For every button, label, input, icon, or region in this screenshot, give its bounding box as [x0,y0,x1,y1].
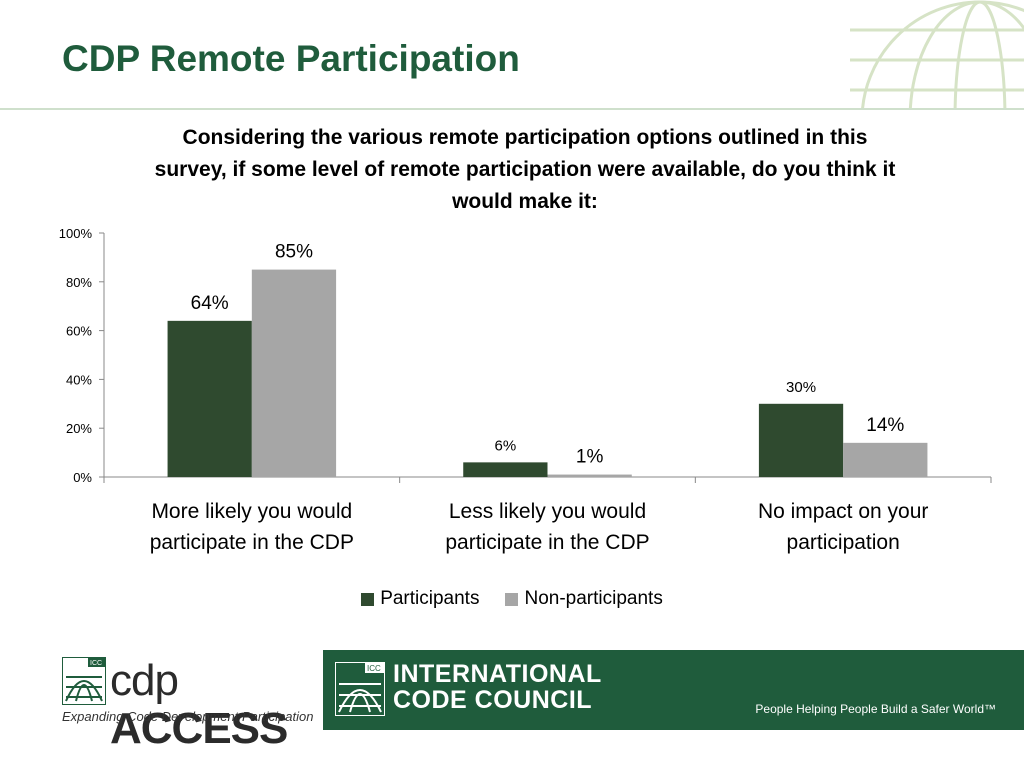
icc-name-line2: CODE COUNCIL [393,686,593,714]
icc-name-line1: INTERNATIONAL [393,660,602,688]
data-label: 1% [576,447,604,468]
legend-item-non-participants: Non-participants [505,588,663,610]
icc-tagline: People Helping People Build a Safer Worl… [755,702,996,716]
y-tick-label: 40% [66,372,92,387]
legend-swatch-participants [361,592,375,606]
cdp-access-wordmark: cdp ACCESS [110,657,302,753]
category-label: participate in the CDP [445,531,649,554]
bar [758,403,844,477]
y-tick-label: 20% [66,421,92,436]
bar [167,320,252,477]
legend-swatch-non-participants [505,592,519,606]
bar [843,442,928,477]
access-word: ACCESS [110,704,288,753]
legend-label-participants: Participants [380,588,480,609]
globe-decoration [850,0,1024,108]
chart-title: Considering the various remote participa… [154,126,896,213]
data-label: 14% [866,415,904,436]
cdp-access-logo: ICC cdp ACCESS Expanding Code Developmen… [62,655,314,753]
data-label: 6% [495,437,517,454]
category-label: Less likely you would [449,500,646,523]
icc-badge-label: ICC [367,664,381,673]
data-label: 64% [191,293,229,314]
title-divider [0,108,1024,110]
bar-chart: 0% 20% 40% 60% 80% 100% 64% 85% More likely you … [59,226,992,554]
y-tick-label: 100% [59,226,93,241]
bar [463,462,548,477]
legend-item-participants: Participants [361,588,479,610]
category-label: No impact on your [758,500,928,523]
y-tick-label: 80% [66,275,92,290]
icc-globe-icon: ICC [335,662,385,716]
icc-footer-bar: ICC INTERNATIONAL CODE COUNCIL People He… [323,650,1024,730]
icc-mini-label: ICC [90,660,102,667]
legend-label-non-participants: Non-participants [524,588,663,609]
y-tick-label: 60% [66,324,92,339]
data-label: 85% [275,242,313,263]
icc-wordmark: INTERNATIONAL CODE COUNCIL [393,661,602,713]
cdp-tagline: Expanding Code Development Participation [62,709,314,724]
chart-legend: Participants Non-participants [0,588,1024,610]
bar [251,269,337,477]
cdp-word: cdp [110,656,179,705]
data-label: 30% [786,379,816,396]
bar [547,474,632,477]
slide-title: CDP Remote Participation [62,38,520,79]
category-label: participation [787,531,900,554]
category-label: participate in the CDP [150,531,354,554]
category-label: More likely you would [151,500,352,523]
y-tick-label: 0% [73,470,92,485]
icc-emblem-icon: ICC [62,657,106,705]
